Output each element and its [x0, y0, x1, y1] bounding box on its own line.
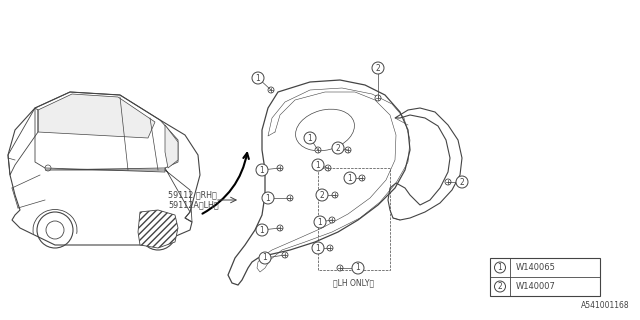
Circle shape	[287, 195, 293, 201]
Circle shape	[375, 95, 381, 101]
Text: 1: 1	[356, 263, 360, 273]
Circle shape	[332, 142, 344, 154]
Circle shape	[282, 252, 288, 258]
Text: 1: 1	[262, 253, 268, 262]
Polygon shape	[138, 210, 178, 248]
Text: A541001168: A541001168	[581, 301, 630, 310]
Circle shape	[344, 172, 356, 184]
Circle shape	[268, 87, 274, 93]
Circle shape	[332, 192, 338, 198]
Circle shape	[277, 225, 283, 231]
Text: W140065: W140065	[516, 263, 556, 272]
Circle shape	[315, 147, 321, 153]
Text: 1: 1	[260, 226, 264, 235]
Circle shape	[337, 265, 343, 271]
Circle shape	[325, 165, 331, 171]
Circle shape	[259, 252, 271, 264]
Text: W140007: W140007	[516, 282, 556, 291]
Text: 〈LH ONLY〉: 〈LH ONLY〉	[333, 278, 374, 287]
Circle shape	[316, 189, 328, 201]
Circle shape	[304, 132, 316, 144]
Circle shape	[256, 164, 268, 176]
Circle shape	[495, 262, 506, 273]
Text: 1: 1	[348, 173, 353, 182]
Text: 2: 2	[498, 282, 502, 291]
Text: 1: 1	[308, 133, 312, 142]
Circle shape	[312, 159, 324, 171]
Text: 1: 1	[255, 74, 260, 83]
Text: 2: 2	[335, 143, 340, 153]
Text: 1: 1	[266, 194, 270, 203]
Circle shape	[495, 281, 506, 292]
Text: 1: 1	[498, 263, 502, 272]
Circle shape	[312, 242, 324, 254]
Polygon shape	[38, 94, 155, 138]
Text: 2: 2	[376, 63, 380, 73]
Circle shape	[445, 179, 451, 185]
Circle shape	[277, 165, 283, 171]
Text: 1: 1	[316, 244, 321, 252]
Polygon shape	[165, 125, 178, 168]
Circle shape	[252, 72, 264, 84]
Text: 2: 2	[460, 178, 465, 187]
Circle shape	[345, 147, 351, 153]
Circle shape	[327, 245, 333, 251]
Circle shape	[359, 175, 365, 181]
Circle shape	[372, 62, 384, 74]
Circle shape	[262, 192, 274, 204]
Circle shape	[352, 262, 364, 274]
Bar	[490, 258, 600, 296]
Text: 2: 2	[319, 190, 324, 199]
Circle shape	[329, 217, 335, 223]
Circle shape	[456, 176, 468, 188]
Text: 59112 〈RH〉: 59112 〈RH〉	[168, 190, 217, 199]
Text: 1: 1	[317, 218, 323, 227]
Text: 59112A〈LH〉: 59112A〈LH〉	[168, 201, 219, 210]
Circle shape	[314, 216, 326, 228]
Text: 1: 1	[260, 165, 264, 174]
Circle shape	[256, 224, 268, 236]
Text: 1: 1	[316, 161, 321, 170]
